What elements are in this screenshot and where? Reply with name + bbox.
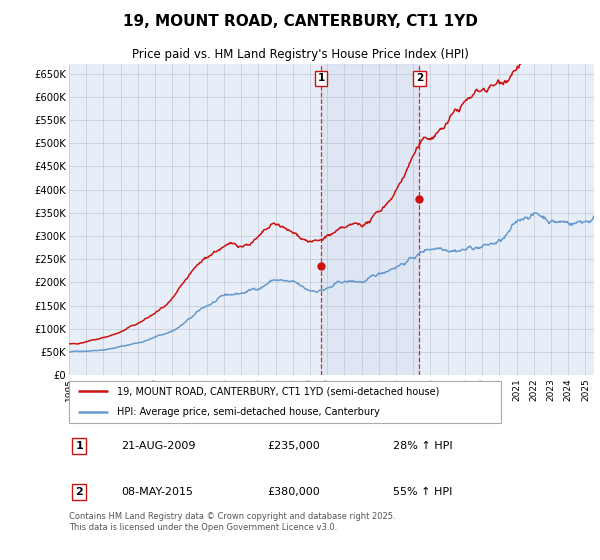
Text: 1: 1 bbox=[317, 73, 325, 83]
Text: 55% ↑ HPI: 55% ↑ HPI bbox=[392, 487, 452, 497]
Text: HPI: Average price, semi-detached house, Canterbury: HPI: Average price, semi-detached house,… bbox=[116, 407, 379, 417]
Bar bbox=[321, 64, 419, 375]
Text: 28% ↑ HPI: 28% ↑ HPI bbox=[392, 441, 452, 451]
Text: Contains HM Land Registry data © Crown copyright and database right 2025.
This d: Contains HM Land Registry data © Crown c… bbox=[69, 512, 395, 532]
Text: 2: 2 bbox=[76, 487, 83, 497]
Text: 19, MOUNT ROAD, CANTERBURY, CT1 1YD (semi-detached house): 19, MOUNT ROAD, CANTERBURY, CT1 1YD (sem… bbox=[116, 386, 439, 396]
Text: 1: 1 bbox=[76, 441, 83, 451]
Text: 08-MAY-2015: 08-MAY-2015 bbox=[121, 487, 193, 497]
Text: Price paid vs. HM Land Registry's House Price Index (HPI): Price paid vs. HM Land Registry's House … bbox=[131, 48, 469, 60]
Text: 19, MOUNT ROAD, CANTERBURY, CT1 1YD: 19, MOUNT ROAD, CANTERBURY, CT1 1YD bbox=[122, 14, 478, 29]
Text: 21-AUG-2009: 21-AUG-2009 bbox=[121, 441, 196, 451]
Text: £235,000: £235,000 bbox=[268, 441, 320, 451]
Text: 2: 2 bbox=[416, 73, 423, 83]
Text: £380,000: £380,000 bbox=[268, 487, 320, 497]
